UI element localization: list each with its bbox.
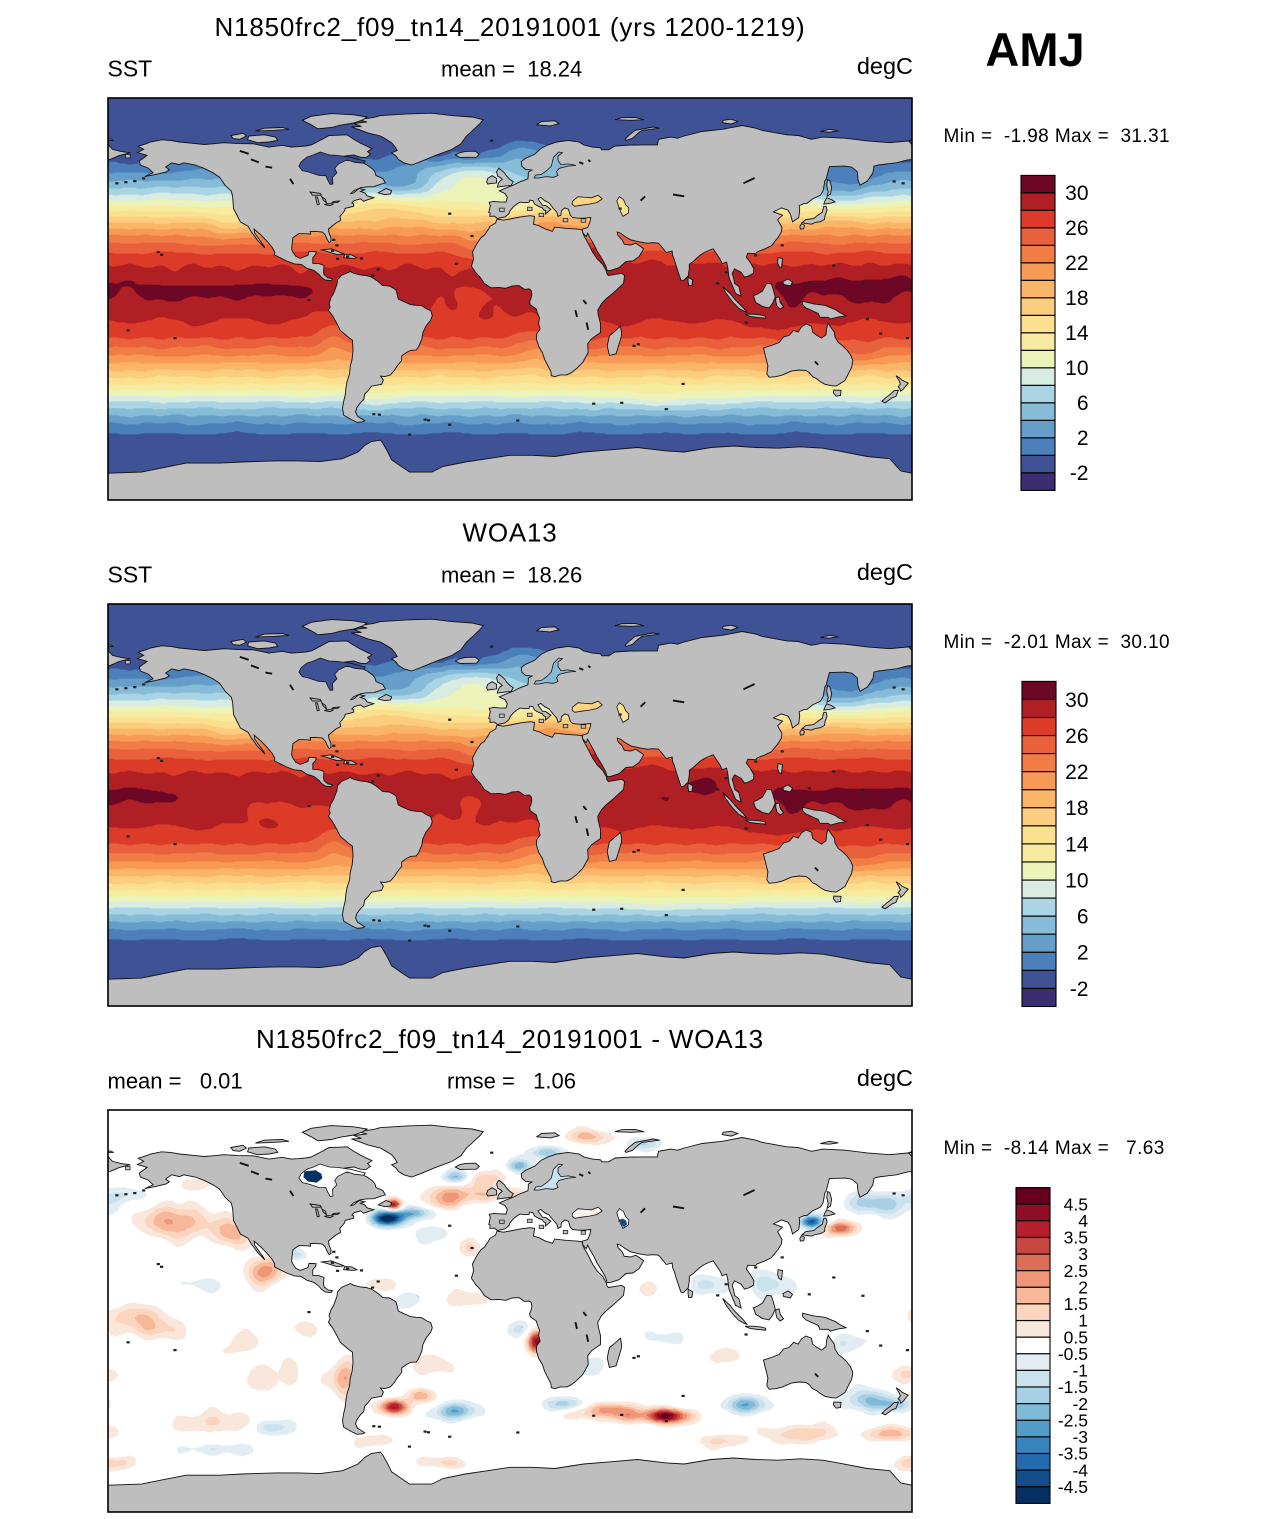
- svg-text:Min = -8.14 Max = 7.63: Min = -8.14 Max = 7.63: [944, 1138, 1165, 1159]
- svg-text:10: 10: [1065, 869, 1088, 892]
- svg-text:1.5: 1.5: [1064, 1294, 1088, 1314]
- svg-text:2: 2: [1077, 427, 1089, 450]
- svg-text:1: 1: [1078, 1311, 1088, 1331]
- svg-text:2: 2: [1078, 1277, 1088, 1297]
- svg-text:degC: degC: [857, 559, 913, 585]
- svg-text:N1850frc2_f09_tn14_20191001 -: N1850frc2_f09_tn14_20191001 - WOA13: [256, 1024, 764, 1054]
- svg-text:18: 18: [1065, 287, 1088, 310]
- svg-text:mean = 18.24: mean = 18.24: [441, 57, 582, 82]
- svg-text:2.5: 2.5: [1064, 1261, 1088, 1281]
- svg-text:22: 22: [1065, 761, 1088, 784]
- svg-text:14: 14: [1065, 833, 1089, 856]
- svg-text:26: 26: [1065, 217, 1088, 240]
- svg-text:6: 6: [1077, 392, 1089, 415]
- svg-text:degC: degC: [857, 53, 913, 79]
- svg-text:-0.5: -0.5: [1058, 1344, 1088, 1364]
- svg-text:-1: -1: [1072, 1361, 1088, 1381]
- svg-text:6: 6: [1077, 906, 1089, 929]
- svg-text:-2: -2: [1070, 462, 1089, 485]
- svg-text:mean = 0.01: mean = 0.01: [108, 1069, 243, 1094]
- svg-text:0.5: 0.5: [1064, 1327, 1088, 1347]
- svg-text:SST: SST: [108, 56, 153, 82]
- svg-text:Min = -1.98 Max = 31.31: Min = -1.98 Max = 31.31: [944, 126, 1171, 147]
- svg-text:mean = 18.26: mean = 18.26: [441, 563, 582, 588]
- svg-text:26: 26: [1065, 725, 1088, 748]
- svg-text:4.5: 4.5: [1064, 1194, 1088, 1214]
- svg-text:-2: -2: [1072, 1394, 1088, 1414]
- svg-text:N1850frc2_f09_tn14_20191001 (y: N1850frc2_f09_tn14_20191001 (yrs 1200-12…: [215, 12, 806, 42]
- svg-text:-2.5: -2.5: [1058, 1410, 1088, 1430]
- svg-text:-3: -3: [1072, 1427, 1088, 1447]
- svg-text:3.5: 3.5: [1064, 1228, 1088, 1248]
- svg-text:30: 30: [1065, 689, 1088, 712]
- svg-text:-3.5: -3.5: [1058, 1444, 1088, 1464]
- svg-text:10: 10: [1065, 357, 1088, 380]
- svg-text:2: 2: [1077, 942, 1089, 965]
- svg-text:18: 18: [1065, 797, 1088, 820]
- svg-text:4: 4: [1078, 1211, 1088, 1231]
- svg-text:AMJ: AMJ: [985, 23, 1084, 76]
- svg-text:30: 30: [1065, 182, 1088, 205]
- svg-text:-1.5: -1.5: [1058, 1377, 1088, 1397]
- svg-text:SST: SST: [108, 562, 153, 588]
- svg-text:degC: degC: [857, 1065, 913, 1091]
- svg-text:Min = -2.01 Max = 30.10: Min = -2.01 Max = 30.10: [944, 632, 1171, 653]
- svg-text:3: 3: [1078, 1244, 1088, 1264]
- svg-text:14: 14: [1065, 322, 1089, 345]
- svg-text:-4.5: -4.5: [1058, 1477, 1088, 1497]
- svg-text:rmse = 1.06: rmse = 1.06: [447, 1069, 576, 1094]
- svg-text:-4: -4: [1072, 1460, 1088, 1480]
- svg-text:WOA13: WOA13: [462, 518, 557, 548]
- svg-text:-2: -2: [1070, 978, 1089, 1001]
- svg-text:22: 22: [1065, 252, 1088, 275]
